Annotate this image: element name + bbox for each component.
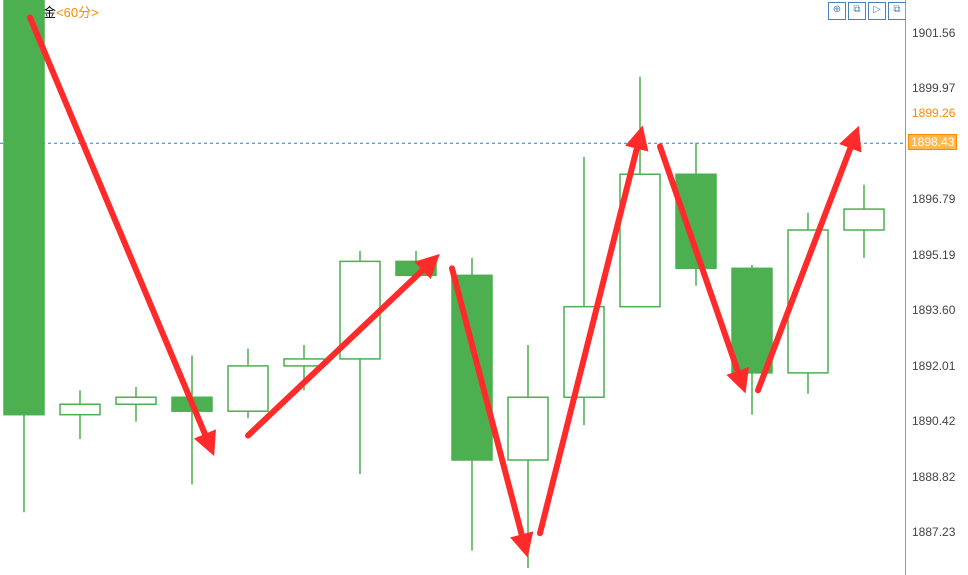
chart-container: 现货黄金<60分> ⊕ ⧉ ▷ ⧉ 1901.561899.971899.261… xyxy=(0,0,968,575)
y-axis-label: 1895.19 xyxy=(912,248,955,262)
y-axis-label: 1892.01 xyxy=(912,359,955,373)
y-axis-label: 1899.26 xyxy=(912,106,955,120)
y-axis-label: 1901.56 xyxy=(912,26,955,40)
y-axis-label: 1890.42 xyxy=(912,414,955,428)
y-axis-label: 1887.23 xyxy=(912,525,955,539)
candlestick-plot xyxy=(0,0,905,575)
y-axis-label: 1898.43 xyxy=(908,134,957,150)
y-axis-label: 1899.97 xyxy=(912,81,955,95)
y-axis-label: 1893.60 xyxy=(912,303,955,317)
y-axis-label: 1888.82 xyxy=(912,470,955,484)
y-axis: 1901.56 1899.97 1899.26 1898.43 1896.79 1895.… xyxy=(905,0,968,575)
y-axis-label: 1896.79 xyxy=(912,192,955,206)
